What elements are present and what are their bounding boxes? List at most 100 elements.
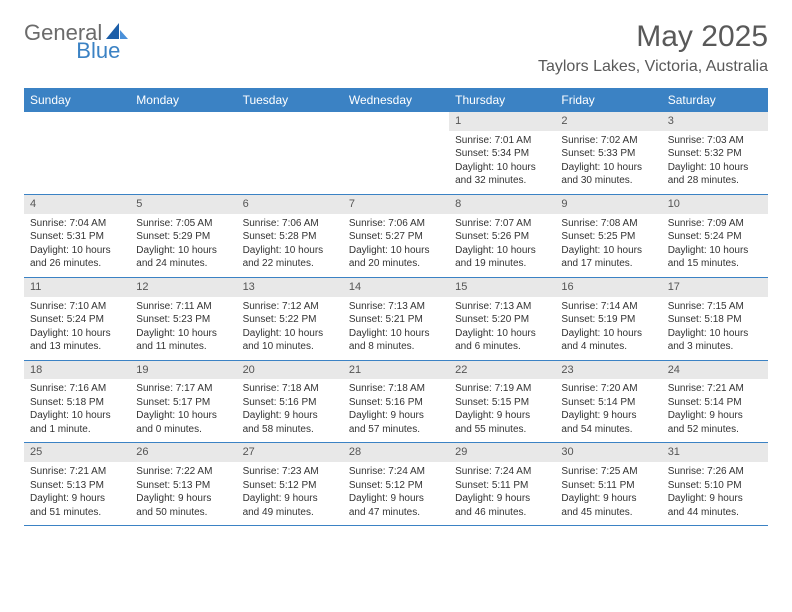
sunrise-text: Sunrise: 7:05 AM xyxy=(136,217,230,231)
day-body: Sunrise: 7:04 AMSunset: 5:31 PMDaylight:… xyxy=(24,214,130,277)
daylight-text: Daylight: 10 hours and 28 minutes. xyxy=(668,161,762,188)
day-cell: 14Sunrise: 7:13 AMSunset: 5:21 PMDayligh… xyxy=(343,277,449,360)
daylight-text: Daylight: 10 hours and 22 minutes. xyxy=(243,244,337,271)
day-cell: 24Sunrise: 7:21 AMSunset: 5:14 PMDayligh… xyxy=(662,360,768,443)
sunrise-text: Sunrise: 7:10 AM xyxy=(30,300,124,314)
sunrise-text: Sunrise: 7:04 AM xyxy=(30,217,124,231)
day-body: Sunrise: 7:08 AMSunset: 5:25 PMDaylight:… xyxy=(555,214,661,277)
sunrise-text: Sunrise: 7:08 AM xyxy=(561,217,655,231)
sunset-text: Sunset: 5:26 PM xyxy=(455,230,549,244)
day-cell: 11Sunrise: 7:10 AMSunset: 5:24 PMDayligh… xyxy=(24,277,130,360)
day-cell: 1Sunrise: 7:01 AMSunset: 5:34 PMDaylight… xyxy=(449,112,555,194)
sunrise-text: Sunrise: 7:06 AM xyxy=(243,217,337,231)
sunset-text: Sunset: 5:20 PM xyxy=(455,313,549,327)
daylight-text: Daylight: 9 hours and 50 minutes. xyxy=(136,492,230,519)
daylight-text: Daylight: 9 hours and 54 minutes. xyxy=(561,409,655,436)
day-body: Sunrise: 7:11 AMSunset: 5:23 PMDaylight:… xyxy=(130,297,236,360)
day-header: Saturday xyxy=(662,88,768,112)
sunrise-text: Sunrise: 7:12 AM xyxy=(243,300,337,314)
calendar-page: General Blue May 2025 Taylors Lakes, Vic… xyxy=(0,0,792,546)
day-body: Sunrise: 7:14 AMSunset: 5:19 PMDaylight:… xyxy=(555,297,661,360)
sunrise-text: Sunrise: 7:19 AM xyxy=(455,382,549,396)
sunset-text: Sunset: 5:13 PM xyxy=(136,479,230,493)
day-body: Sunrise: 7:15 AMSunset: 5:18 PMDaylight:… xyxy=(662,297,768,360)
day-cell: 23Sunrise: 7:20 AMSunset: 5:14 PMDayligh… xyxy=(555,360,661,443)
daylight-text: Daylight: 9 hours and 45 minutes. xyxy=(561,492,655,519)
sunrise-text: Sunrise: 7:18 AM xyxy=(243,382,337,396)
sunrise-text: Sunrise: 7:13 AM xyxy=(455,300,549,314)
day-body: Sunrise: 7:18 AMSunset: 5:16 PMDaylight:… xyxy=(237,379,343,442)
day-cell: 27Sunrise: 7:23 AMSunset: 5:12 PMDayligh… xyxy=(237,443,343,526)
daylight-text: Daylight: 9 hours and 55 minutes. xyxy=(455,409,549,436)
sunrise-text: Sunrise: 7:09 AM xyxy=(668,217,762,231)
day-number: 30 xyxy=(555,443,661,462)
day-body xyxy=(130,131,236,189)
sunrise-text: Sunrise: 7:21 AM xyxy=(668,382,762,396)
day-cell: 29Sunrise: 7:24 AMSunset: 5:11 PMDayligh… xyxy=(449,443,555,526)
calendar-body: 1Sunrise: 7:01 AMSunset: 5:34 PMDaylight… xyxy=(24,112,768,526)
day-body: Sunrise: 7:05 AMSunset: 5:29 PMDaylight:… xyxy=(130,214,236,277)
daylight-text: Daylight: 10 hours and 26 minutes. xyxy=(30,244,124,271)
day-cell: 13Sunrise: 7:12 AMSunset: 5:22 PMDayligh… xyxy=(237,277,343,360)
day-body: Sunrise: 7:02 AMSunset: 5:33 PMDaylight:… xyxy=(555,131,661,194)
week-row: 1Sunrise: 7:01 AMSunset: 5:34 PMDaylight… xyxy=(24,112,768,194)
day-body: Sunrise: 7:24 AMSunset: 5:11 PMDaylight:… xyxy=(449,462,555,525)
month-title: May 2025 xyxy=(538,20,768,54)
sunset-text: Sunset: 5:11 PM xyxy=(455,479,549,493)
calendar-table: Sunday Monday Tuesday Wednesday Thursday… xyxy=(24,88,768,526)
day-body: Sunrise: 7:07 AMSunset: 5:26 PMDaylight:… xyxy=(449,214,555,277)
day-number: 16 xyxy=(555,278,661,297)
day-body: Sunrise: 7:12 AMSunset: 5:22 PMDaylight:… xyxy=(237,297,343,360)
daylight-text: Daylight: 9 hours and 44 minutes. xyxy=(668,492,762,519)
day-body: Sunrise: 7:21 AMSunset: 5:14 PMDaylight:… xyxy=(662,379,768,442)
day-cell: 5Sunrise: 7:05 AMSunset: 5:29 PMDaylight… xyxy=(130,194,236,277)
day-number: 4 xyxy=(24,195,130,214)
sunrise-text: Sunrise: 7:26 AM xyxy=(668,465,762,479)
day-header: Monday xyxy=(130,88,236,112)
day-body: Sunrise: 7:19 AMSunset: 5:15 PMDaylight:… xyxy=(449,379,555,442)
day-number: 2 xyxy=(555,112,661,131)
week-row: 18Sunrise: 7:16 AMSunset: 5:18 PMDayligh… xyxy=(24,360,768,443)
daylight-text: Daylight: 10 hours and 6 minutes. xyxy=(455,327,549,354)
daylight-text: Daylight: 10 hours and 15 minutes. xyxy=(668,244,762,271)
sunrise-text: Sunrise: 7:25 AM xyxy=(561,465,655,479)
sunrise-text: Sunrise: 7:21 AM xyxy=(30,465,124,479)
daylight-text: Daylight: 10 hours and 3 minutes. xyxy=(668,327,762,354)
sunrise-text: Sunrise: 7:07 AM xyxy=(455,217,549,231)
day-number: 24 xyxy=(662,361,768,380)
day-body: Sunrise: 7:13 AMSunset: 5:21 PMDaylight:… xyxy=(343,297,449,360)
daylight-text: Daylight: 10 hours and 10 minutes. xyxy=(243,327,337,354)
sunset-text: Sunset: 5:12 PM xyxy=(349,479,443,493)
day-number: 12 xyxy=(130,278,236,297)
day-number: 18 xyxy=(24,361,130,380)
sunset-text: Sunset: 5:19 PM xyxy=(561,313,655,327)
day-cell: 19Sunrise: 7:17 AMSunset: 5:17 PMDayligh… xyxy=(130,360,236,443)
daylight-text: Daylight: 9 hours and 46 minutes. xyxy=(455,492,549,519)
daylight-text: Daylight: 10 hours and 19 minutes. xyxy=(455,244,549,271)
day-number: 31 xyxy=(662,443,768,462)
day-number: 13 xyxy=(237,278,343,297)
day-cell: 2Sunrise: 7:02 AMSunset: 5:33 PMDaylight… xyxy=(555,112,661,194)
sunset-text: Sunset: 5:14 PM xyxy=(668,396,762,410)
daylight-text: Daylight: 9 hours and 47 minutes. xyxy=(349,492,443,519)
day-number: 23 xyxy=(555,361,661,380)
sunset-text: Sunset: 5:27 PM xyxy=(349,230,443,244)
day-body: Sunrise: 7:18 AMSunset: 5:16 PMDaylight:… xyxy=(343,379,449,442)
sunset-text: Sunset: 5:33 PM xyxy=(561,147,655,161)
day-number: 19 xyxy=(130,361,236,380)
day-number: 26 xyxy=(130,443,236,462)
day-header: Wednesday xyxy=(343,88,449,112)
day-cell xyxy=(237,112,343,194)
day-cell: 8Sunrise: 7:07 AMSunset: 5:26 PMDaylight… xyxy=(449,194,555,277)
daylight-text: Daylight: 10 hours and 30 minutes. xyxy=(561,161,655,188)
daylight-text: Daylight: 10 hours and 24 minutes. xyxy=(136,244,230,271)
day-cell: 18Sunrise: 7:16 AMSunset: 5:18 PMDayligh… xyxy=(24,360,130,443)
day-cell: 15Sunrise: 7:13 AMSunset: 5:20 PMDayligh… xyxy=(449,277,555,360)
day-number: 6 xyxy=(237,195,343,214)
day-number: 29 xyxy=(449,443,555,462)
day-cell: 16Sunrise: 7:14 AMSunset: 5:19 PMDayligh… xyxy=(555,277,661,360)
day-body: Sunrise: 7:17 AMSunset: 5:17 PMDaylight:… xyxy=(130,379,236,442)
sunrise-text: Sunrise: 7:14 AM xyxy=(561,300,655,314)
day-body: Sunrise: 7:24 AMSunset: 5:12 PMDaylight:… xyxy=(343,462,449,525)
sunset-text: Sunset: 5:15 PM xyxy=(455,396,549,410)
